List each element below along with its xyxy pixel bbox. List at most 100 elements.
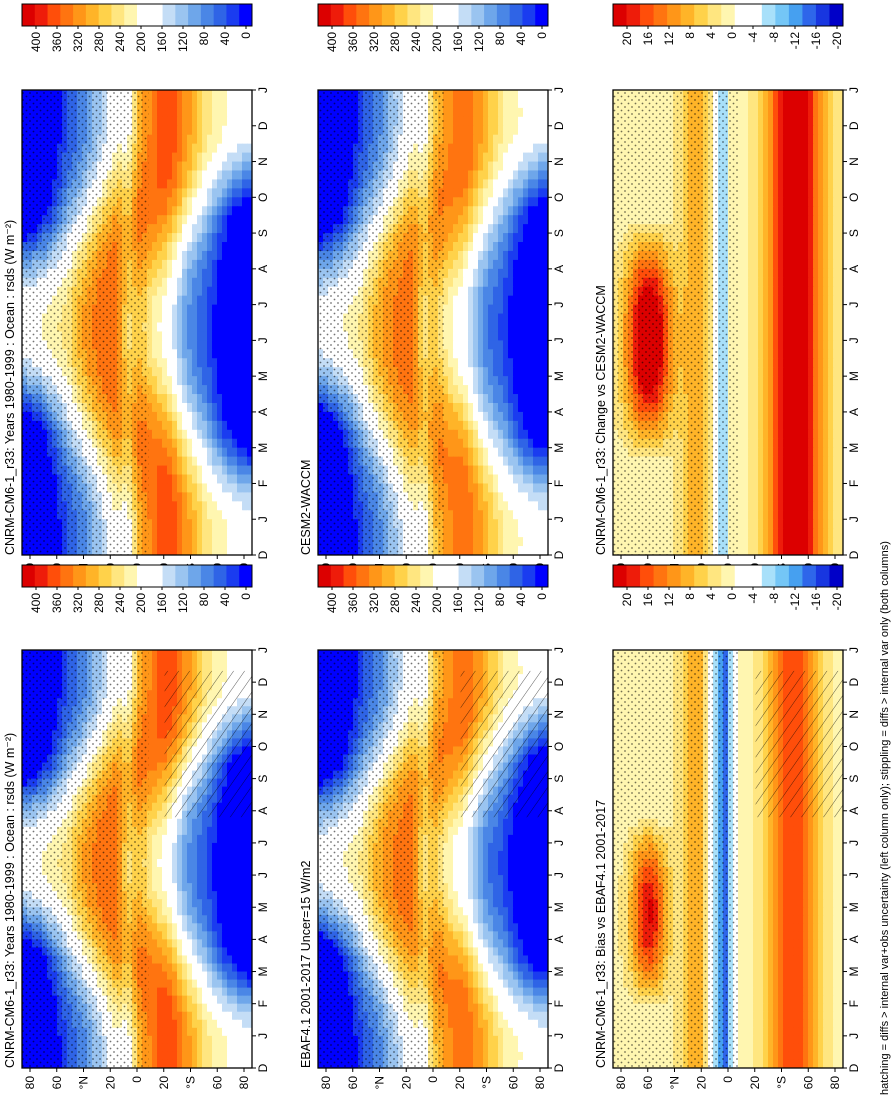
heatmap-cell — [458, 842, 464, 852]
heatmap-cell — [468, 650, 474, 659]
heatmap-cell — [237, 939, 243, 949]
month-tick-label: J — [256, 1033, 270, 1039]
heatmap-cell — [503, 1027, 509, 1037]
heatmap-cell — [453, 818, 459, 828]
heatmap-cell — [518, 1043, 524, 1053]
heatmap-cell — [227, 883, 233, 892]
heatmap-cell — [448, 1059, 454, 1068]
heatmap-cell — [187, 1043, 193, 1053]
heatmap-cell — [468, 1035, 474, 1045]
heatmap-cell — [212, 1051, 218, 1061]
heatmap-cell — [463, 1019, 469, 1029]
heatmap-cell — [207, 915, 213, 924]
heatmap-cell — [182, 915, 188, 924]
heatmap-cell — [498, 979, 504, 989]
heatmap-cell — [202, 1011, 208, 1021]
heatmap-cell — [443, 963, 449, 973]
heatmap-cell — [473, 1035, 479, 1045]
heatmap-cell — [478, 826, 484, 836]
heatmap-cell — [167, 1011, 173, 1021]
heatmap-cell — [508, 891, 514, 900]
heatmap-cell — [197, 867, 203, 876]
heatmap-cell — [157, 826, 163, 836]
heatmap-cell — [518, 1027, 524, 1037]
heatmap-cell — [212, 875, 218, 884]
heatmap-cell — [498, 818, 504, 828]
heatmap-cell — [528, 979, 534, 989]
heatmap-cell — [458, 915, 464, 924]
heatmap-cell — [177, 1003, 183, 1013]
heatmap-cell — [147, 947, 153, 957]
heatmap-cell — [167, 1051, 173, 1061]
heatmap-cell — [192, 971, 198, 981]
heatmap-cell — [443, 714, 449, 723]
heatmap-cell — [543, 818, 548, 828]
heatmap-cell — [197, 1035, 203, 1045]
heatmap-cell — [493, 955, 499, 965]
heatmap-cell — [473, 818, 479, 828]
heatmap-cell — [453, 939, 459, 949]
heatmap-cell — [783, 650, 789, 659]
heatmap-cell — [468, 818, 474, 828]
heatmap-cell — [508, 931, 514, 940]
heatmap-cell — [463, 826, 469, 836]
heatmap-cell — [448, 738, 454, 748]
heatmap-cell — [157, 899, 163, 908]
heatmap-cell — [152, 650, 158, 659]
heatmap-cell — [473, 963, 479, 973]
heatmap-cell — [242, 650, 248, 659]
heatmap-cell — [493, 859, 499, 868]
heatmap-cell — [458, 859, 464, 868]
heatmap-cell — [157, 955, 163, 965]
heatmap-cell — [463, 1027, 469, 1037]
heatmap-cell — [197, 931, 203, 940]
heatmap-cell — [152, 875, 158, 884]
heatmap-cell — [217, 1003, 223, 1013]
heatmap-cell — [192, 666, 198, 675]
heatmap-cell — [523, 875, 529, 884]
heatmap-cell — [498, 883, 504, 892]
heatmap-cell — [217, 1059, 223, 1068]
heatmap-cell — [172, 842, 178, 852]
heatmap-cell — [483, 1051, 489, 1061]
heatmap-cell — [483, 979, 489, 989]
heatmap-cell — [523, 1035, 529, 1045]
heatmap-cell — [468, 963, 474, 973]
heatmap-cell — [202, 650, 208, 659]
heatmap-cell — [523, 883, 529, 892]
heatmap-cell — [177, 987, 183, 997]
heatmap-cell — [473, 666, 479, 675]
heatmap-cell — [528, 907, 534, 916]
heatmap-cell — [513, 971, 519, 981]
lat-tick-label: 80 — [533, 1076, 547, 1090]
heatmap-cell — [503, 931, 509, 940]
heatmap-cell — [192, 650, 198, 659]
heatmap-cell — [222, 995, 228, 1005]
heatmap-cell — [247, 1011, 252, 1021]
heatmap-cell — [167, 987, 173, 997]
heatmap-cell — [493, 1003, 499, 1013]
heatmap-cell — [147, 818, 153, 828]
heatmap-cell — [182, 867, 188, 876]
heatmap-cell — [237, 947, 243, 957]
heatmap-cell — [227, 867, 233, 876]
heatmap-cell — [498, 947, 504, 957]
heatmap-cell — [453, 915, 459, 924]
heatmap-cell — [448, 907, 454, 916]
heatmap-cell — [773, 658, 779, 667]
heatmap-cell — [483, 1043, 489, 1053]
heatmap-cell — [538, 666, 544, 675]
heatmap-cell — [448, 915, 454, 924]
heatmap-cell — [247, 1043, 252, 1053]
heatmap-cell — [503, 850, 509, 860]
heatmap-cell — [483, 947, 489, 957]
heatmap-cell — [147, 834, 153, 844]
heatmap-cell — [207, 907, 213, 916]
heatmap-cell — [538, 1059, 544, 1068]
heatmap-cell — [197, 915, 203, 924]
heatmap-cell — [448, 995, 454, 1005]
heatmap-cell — [513, 1011, 519, 1021]
heatmap-cell — [468, 979, 474, 989]
heatmap-cell — [458, 939, 464, 949]
